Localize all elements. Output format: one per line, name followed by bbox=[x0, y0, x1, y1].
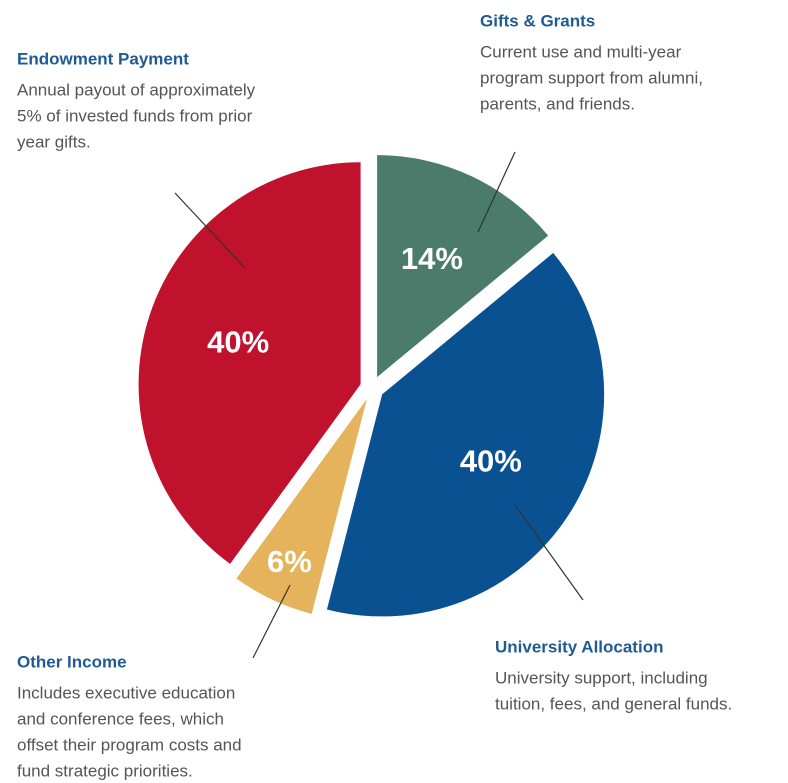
category-description: Current use and multi-year bbox=[480, 42, 682, 61]
percent-label: 40% bbox=[207, 325, 269, 360]
leader-line bbox=[514, 504, 584, 601]
category-title: Other Income bbox=[17, 652, 127, 671]
percent-label: 14% bbox=[401, 241, 463, 276]
pie-slice bbox=[236, 398, 367, 614]
category-title: University Allocation bbox=[495, 637, 663, 656]
category-description: parents, and friends. bbox=[480, 94, 635, 113]
leader-line bbox=[252, 584, 291, 659]
category-title: Endowment Payment bbox=[17, 49, 189, 68]
category-description: Includes executive education bbox=[17, 683, 235, 702]
category-description: University support, including bbox=[495, 668, 708, 687]
category-description: program support from alumni, bbox=[480, 68, 703, 87]
leader-line bbox=[477, 151, 516, 233]
category-description: and conference fees, which bbox=[17, 709, 224, 728]
percent-label: 40% bbox=[460, 444, 522, 479]
pie-slice bbox=[326, 252, 605, 617]
category-description: tuition, fees, and general funds. bbox=[495, 694, 732, 713]
category-description: fund strategic priorities. bbox=[17, 761, 193, 780]
category-description: year gifts. bbox=[17, 132, 91, 151]
category-description: Annual payout of approximately bbox=[17, 80, 256, 99]
category-description: 5% of invested funds from prior bbox=[17, 106, 253, 125]
pie-slice bbox=[377, 155, 549, 378]
category-title: Gifts & Grants bbox=[480, 11, 595, 30]
category-description: offset their program costs and bbox=[17, 735, 242, 754]
percent-label: 6% bbox=[267, 544, 312, 579]
leader-line bbox=[174, 192, 246, 269]
pie-slice bbox=[138, 162, 361, 564]
